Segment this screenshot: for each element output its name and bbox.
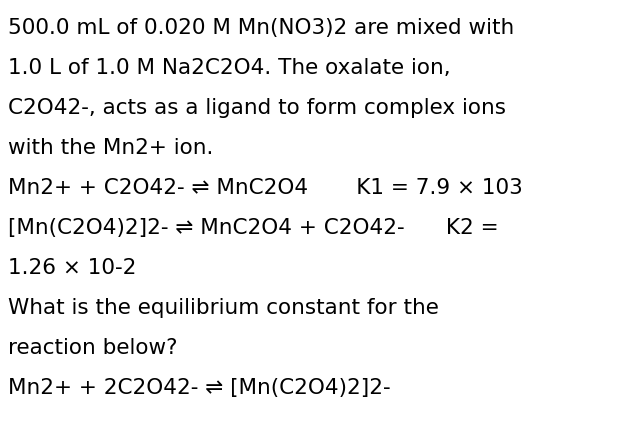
Text: 500.0 mL of 0.020 M Mn(NO3)2 are mixed with: 500.0 mL of 0.020 M Mn(NO3)2 are mixed w…	[8, 18, 514, 38]
Text: C2O42-, acts as a ligand to form complex ions: C2O42-, acts as a ligand to form complex…	[8, 98, 506, 118]
Text: 1.26 × 10-2: 1.26 × 10-2	[8, 258, 136, 278]
Text: reaction below?: reaction below?	[8, 338, 178, 358]
Text: [Mn(C2O4)2]2- ⇌ MnC2O4 + C2O42-      K2 =: [Mn(C2O4)2]2- ⇌ MnC2O4 + C2O42- K2 =	[8, 218, 498, 238]
Text: Mn2+ + C2O42- ⇌ MnC2O4       K1 = 7.9 × 103: Mn2+ + C2O42- ⇌ MnC2O4 K1 = 7.9 × 103	[8, 178, 523, 198]
Text: with the Mn2+ ion.: with the Mn2+ ion.	[8, 138, 213, 158]
Text: What is the equilibrium constant for the: What is the equilibrium constant for the	[8, 298, 439, 318]
Text: Mn2+ + 2C2O42- ⇌ [Mn(C2O4)2]2-: Mn2+ + 2C2O42- ⇌ [Mn(C2O4)2]2-	[8, 378, 391, 398]
Text: 1.0 L of 1.0 M Na2C2O4. The oxalate ion,: 1.0 L of 1.0 M Na2C2O4. The oxalate ion,	[8, 58, 450, 78]
